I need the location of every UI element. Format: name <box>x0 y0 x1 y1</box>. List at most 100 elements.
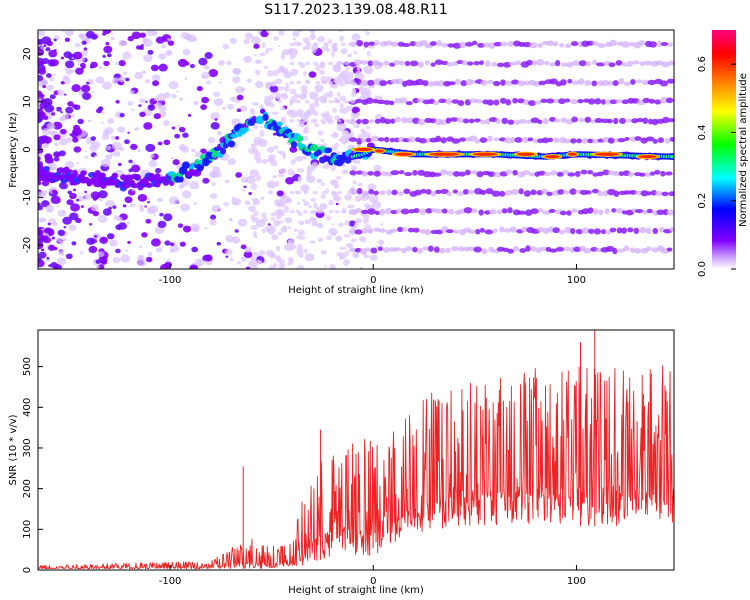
y-tick-label: 0 <box>22 567 33 573</box>
noise-blob <box>303 201 310 207</box>
harmonic-band-dash <box>491 190 501 197</box>
noise-blob <box>277 231 283 236</box>
harmonic-band-dash <box>347 42 353 47</box>
harmonic-band-dash <box>616 227 623 234</box>
harmonic-band-dash <box>530 117 540 124</box>
noise-blob <box>110 152 115 156</box>
noise-blob <box>122 204 127 208</box>
spectrogram-y-axis-label: Frequency (Hz) <box>8 112 19 188</box>
noise-blob <box>344 194 352 201</box>
noise-blob <box>64 37 71 42</box>
noise-blob <box>243 55 253 64</box>
noise-blob <box>129 203 135 208</box>
noise-blob <box>156 247 163 253</box>
noise-blob <box>84 190 87 193</box>
noise-blob <box>280 201 286 208</box>
harmonic-band-dash <box>521 170 531 176</box>
harmonic-band-dash <box>661 61 670 68</box>
noise-blob <box>78 34 83 38</box>
trace-blob <box>111 173 119 178</box>
noise-blob <box>298 220 305 226</box>
noise-blob <box>162 120 170 127</box>
harmonic-band-dash <box>499 97 507 104</box>
harmonic-band-dash <box>571 116 579 123</box>
harmonic-band-dash <box>585 40 595 46</box>
noise-blob <box>72 188 77 192</box>
harmonic-band-dash <box>289 80 295 85</box>
noise-blob <box>187 113 192 117</box>
noise-blob <box>158 63 168 72</box>
noise-blob <box>243 38 250 45</box>
x-tick-label: 100 <box>567 275 586 286</box>
harmonic-band-dash <box>474 118 481 123</box>
harmonic-band-dash <box>639 61 645 67</box>
harmonic-band-dash <box>422 80 429 87</box>
noise-blob <box>275 180 280 188</box>
noise-blob <box>285 176 295 185</box>
harmonic-band-dash <box>377 137 385 142</box>
noise-blob <box>281 116 287 121</box>
noise-blob <box>137 149 141 153</box>
noise-blob <box>147 49 154 55</box>
noise-blob <box>364 203 370 208</box>
noise-blob <box>262 158 267 165</box>
noise-blob <box>69 192 77 200</box>
noise-blob <box>147 251 153 257</box>
noise-blob <box>274 78 282 85</box>
harmonic-band-dash <box>642 97 651 104</box>
noise-blob <box>184 77 188 80</box>
harmonic-band-dash <box>492 228 498 234</box>
noise-blob <box>210 112 220 121</box>
harmonic-band-dash <box>415 78 424 86</box>
harmonic-band-dash <box>594 98 602 105</box>
noise-blob <box>287 242 294 246</box>
harmonic-band-dash <box>487 79 494 84</box>
noise-blob <box>169 196 179 205</box>
noise-blob <box>141 70 147 75</box>
noise-blob <box>127 35 135 42</box>
noise-blob <box>315 64 321 71</box>
noise-blob <box>302 154 307 160</box>
harmonic-band-dash <box>639 226 647 234</box>
noise-blob <box>236 94 244 101</box>
noise-blob <box>242 188 246 192</box>
harmonic-band-dash <box>644 172 652 177</box>
noise-blob <box>145 100 148 103</box>
noise-blob <box>236 108 242 113</box>
noise-blob <box>131 189 135 192</box>
harmonic-band-dash <box>612 247 618 255</box>
harmonic-band-dash <box>328 209 334 214</box>
harmonic-band-dash <box>349 118 356 125</box>
noise-blob <box>74 42 81 48</box>
noise-blob <box>53 48 57 52</box>
noise-blob <box>211 182 216 187</box>
noise-blob <box>167 38 171 42</box>
noise-blob <box>38 230 44 237</box>
harmonic-band-dash <box>459 137 467 142</box>
harmonic-band-dash <box>495 118 501 124</box>
noise-blob <box>310 30 316 35</box>
noise-blob <box>279 167 287 174</box>
spectrogram-y-ticks: -20 -10 0 10 20 <box>22 48 43 253</box>
trace-hot-core <box>544 155 560 159</box>
harmonic-band-dash <box>612 170 620 177</box>
harmonic-band-dash <box>549 117 556 122</box>
harmonic-band-dash <box>370 135 379 142</box>
noise-blob <box>97 106 104 111</box>
noise-blob <box>204 52 213 59</box>
noise-blob <box>308 71 317 78</box>
harmonic-band-dash <box>493 99 500 106</box>
noise-blob <box>250 183 258 190</box>
noise-blob <box>373 164 382 172</box>
harmonic-band-dash <box>417 247 423 254</box>
harmonic-band-dash <box>356 137 363 145</box>
noise-blob <box>80 84 91 93</box>
harmonic-band-dash <box>560 62 569 67</box>
noise-blob <box>138 204 144 209</box>
noise-blob <box>338 222 344 227</box>
noise-blob <box>355 70 363 77</box>
harmonic-band-dash <box>544 61 550 66</box>
noise-blob <box>72 51 83 60</box>
noise-blob <box>40 94 45 98</box>
noise-blob <box>220 61 224 64</box>
